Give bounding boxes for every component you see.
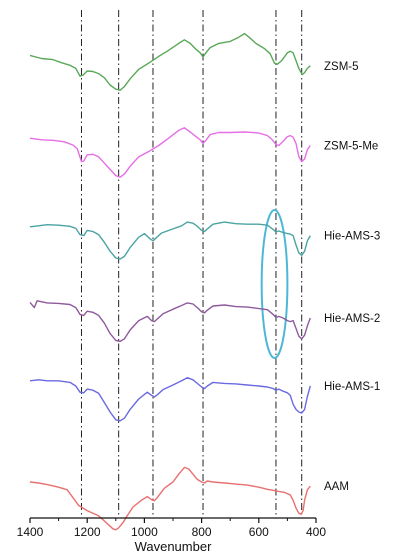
x-tick-label: 1400 [17, 525, 44, 539]
series-line-0 [29, 32, 311, 91]
x-tick-label: 600 [249, 525, 269, 539]
legend-label-4: Hie-AMS-1 [324, 381, 380, 393]
legend-label-5: AAM [324, 481, 349, 493]
series-group [29, 32, 311, 531]
legend-label-3: Hie-AMS-2 [324, 313, 380, 325]
legend-group: ZSM-5 ZSM-5-Me Hie-AMS-3 Hie-AMS-2 Hie-AMS-1… [324, 61, 380, 493]
legend-label-2: Hie-AMS-3 [324, 231, 380, 243]
series-line-2 [29, 221, 311, 260]
x-axis: 1400 1200 1000 800 600 400 [17, 517, 326, 539]
legend-label-0: ZSM-5 [324, 61, 359, 73]
x-tick-label: 1200 [74, 525, 101, 539]
legend-label-1: ZSM-5-Me [324, 140, 378, 152]
x-tick-label: 1000 [131, 525, 158, 539]
highlight-ellipse [260, 209, 289, 359]
series-line-4 [29, 377, 311, 422]
highlight-group [260, 209, 289, 359]
x-tick-label: 400 [306, 525, 326, 539]
series-line-5 [29, 466, 311, 531]
x-axis-title: Wavenumber [135, 539, 212, 554]
series-line-3 [29, 300, 311, 343]
series-line-1 [29, 127, 311, 178]
reference-lines [80, 10, 303, 518]
x-tick-label: 800 [192, 525, 212, 539]
